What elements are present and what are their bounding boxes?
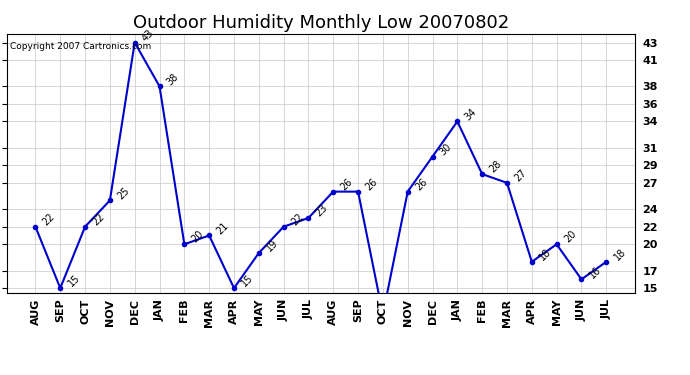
- Text: 34: 34: [463, 106, 479, 122]
- Text: 22: 22: [41, 211, 57, 227]
- Text: 26: 26: [413, 176, 429, 192]
- Text: 18: 18: [538, 247, 553, 262]
- Text: 18: 18: [612, 247, 627, 262]
- Text: 15: 15: [66, 273, 81, 289]
- Text: 23: 23: [314, 203, 330, 219]
- Text: 20: 20: [562, 229, 578, 245]
- Text: 38: 38: [165, 71, 181, 87]
- Text: 26: 26: [364, 176, 380, 192]
- Text: 43: 43: [140, 27, 156, 43]
- Text: 27: 27: [513, 168, 529, 183]
- Text: 26: 26: [339, 176, 355, 192]
- Text: 22: 22: [289, 211, 305, 227]
- Text: 15: 15: [239, 273, 255, 289]
- Text: 19: 19: [264, 238, 280, 254]
- Title: Outdoor Humidity Monthly Low 20070802: Outdoor Humidity Monthly Low 20070802: [132, 14, 509, 32]
- Text: 22: 22: [90, 211, 106, 227]
- Text: 25: 25: [115, 185, 131, 201]
- Text: 21: 21: [215, 220, 230, 236]
- Text: Copyright 2007 Cartronics.com: Copyright 2007 Cartronics.com: [10, 42, 151, 51]
- Text: 12: 12: [0, 374, 1, 375]
- Text: 30: 30: [438, 141, 454, 157]
- Text: 28: 28: [488, 159, 504, 175]
- Text: 16: 16: [587, 264, 603, 280]
- Text: 20: 20: [190, 229, 206, 245]
